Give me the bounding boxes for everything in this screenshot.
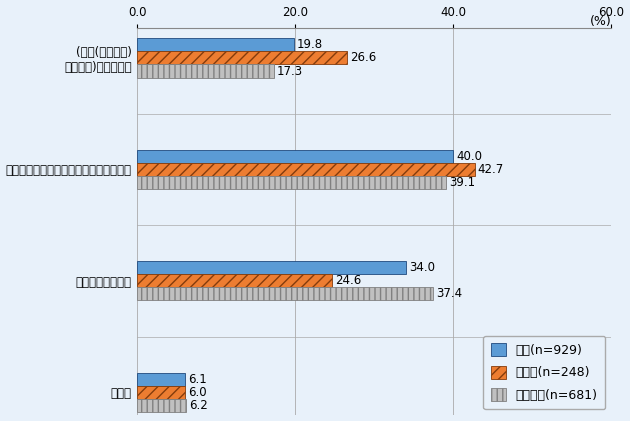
Text: 24.6: 24.6	[335, 274, 361, 288]
Bar	[137, 399, 186, 412]
Bar	[137, 64, 274, 77]
Legend: 全体(n=929), 大企業(n=248), 中小企業(n=681): 全体(n=929), 大企業(n=248), 中小企業(n=681)	[483, 336, 605, 409]
Text: 42.7: 42.7	[478, 163, 504, 176]
Text: 6.1: 6.1	[188, 373, 207, 386]
Text: 17.3: 17.3	[277, 64, 303, 77]
Text: 6.2: 6.2	[189, 399, 208, 412]
Bar	[137, 150, 454, 163]
Text: 39.1: 39.1	[449, 176, 476, 189]
Bar	[137, 176, 446, 189]
Text: 34.0: 34.0	[409, 261, 435, 274]
Bar	[137, 163, 474, 176]
Text: 19.8: 19.8	[297, 38, 323, 51]
Bar	[137, 51, 347, 64]
Text: 26.6: 26.6	[350, 51, 377, 64]
Bar	[137, 38, 294, 51]
Bar	[137, 274, 331, 288]
Text: 37.4: 37.4	[436, 288, 462, 300]
Text: (%): (%)	[590, 15, 612, 28]
Bar	[137, 386, 185, 399]
Text: 40.0: 40.0	[457, 150, 483, 163]
Bar	[137, 373, 185, 386]
Text: 6.0: 6.0	[188, 386, 207, 399]
Bar	[137, 288, 433, 301]
Bar	[137, 261, 406, 274]
